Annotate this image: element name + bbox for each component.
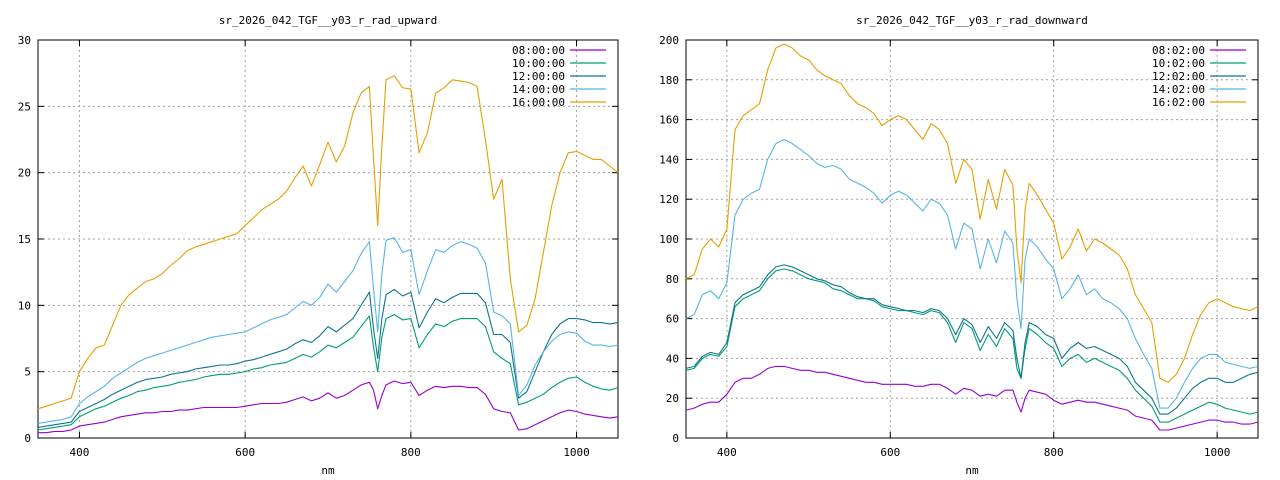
y-tick-label: 20 [666,392,679,405]
series-line-100000 [37,314,619,431]
y-tick-label: 160 [659,114,679,127]
y-tick-label: 0 [24,432,31,445]
x-tick-label: 1000 [1204,446,1231,459]
chart-title: sr_2026_042_TGF__y03_r_rad_upward [219,14,438,27]
y-tick-label: 0 [672,432,679,445]
y-tick-label: 25 [18,100,31,113]
series-line-080000 [38,380,619,434]
series-line-160200 [685,43,1259,383]
legend-label: 08:00:00 [512,44,565,57]
x-tick-label: 800 [1044,446,1064,459]
y-tick-label: 15 [18,233,31,246]
chart-panel-1: sr_2026_042_TGF__y03_r_rad_upward 0 5 10 15 2… [18,14,619,477]
legend-label: 14:00:00 [512,83,565,96]
series-line-140200 [685,138,1259,409]
series-line-160000 [37,75,619,410]
y-tick-label: 20 [18,167,31,180]
y-tick-label: 100 [659,233,679,246]
y-tick-label: 180 [659,74,679,87]
legend-label: 16:00:00 [512,96,565,109]
series-line-140000 [37,237,619,424]
legend-label: 10:02:00 [1152,57,1205,70]
y-tick-label: 200 [659,34,679,47]
series-line-100200 [685,268,1259,423]
legend-label: 12:02:00 [1152,70,1205,83]
y-tick-label: 10 [18,299,31,312]
legend-label: 16:02:00 [1152,96,1205,109]
y-tick-label: 5 [24,366,31,379]
y-tick-label: 30 [18,34,31,47]
x-tick-label: 800 [401,446,421,459]
y-tick-label: 120 [659,193,679,206]
series-line-080200 [685,365,1259,431]
x-axis-label: nm [321,464,335,477]
x-tick-label: 400 [69,446,89,459]
chart-title: sr_2026_042_TGF__y03_r_rad_downward [856,14,1088,27]
y-tick-label: 40 [666,352,679,365]
chart-panel-2: sr_2026_042_TGF__y03_r_rad_downward 0 20 40… [659,14,1259,477]
legend-label: 14:02:00 [1152,83,1205,96]
legend-label: 10:00:00 [512,57,565,70]
legend-label: 12:00:00 [512,70,565,83]
y-tick-label: 80 [666,273,679,286]
legend-label: 08:02:00 [1152,44,1205,57]
x-tick-label: 600 [880,446,900,459]
series-line-120200 [685,264,1259,415]
x-axis-label: nm [965,464,979,477]
y-tick-label: 140 [659,153,679,166]
y-tick-label: 60 [666,313,679,326]
x-tick-label: 1000 [563,446,590,459]
x-tick-label: 600 [235,446,255,459]
x-tick-label: 400 [717,446,737,459]
series-line-120000 [37,288,619,428]
